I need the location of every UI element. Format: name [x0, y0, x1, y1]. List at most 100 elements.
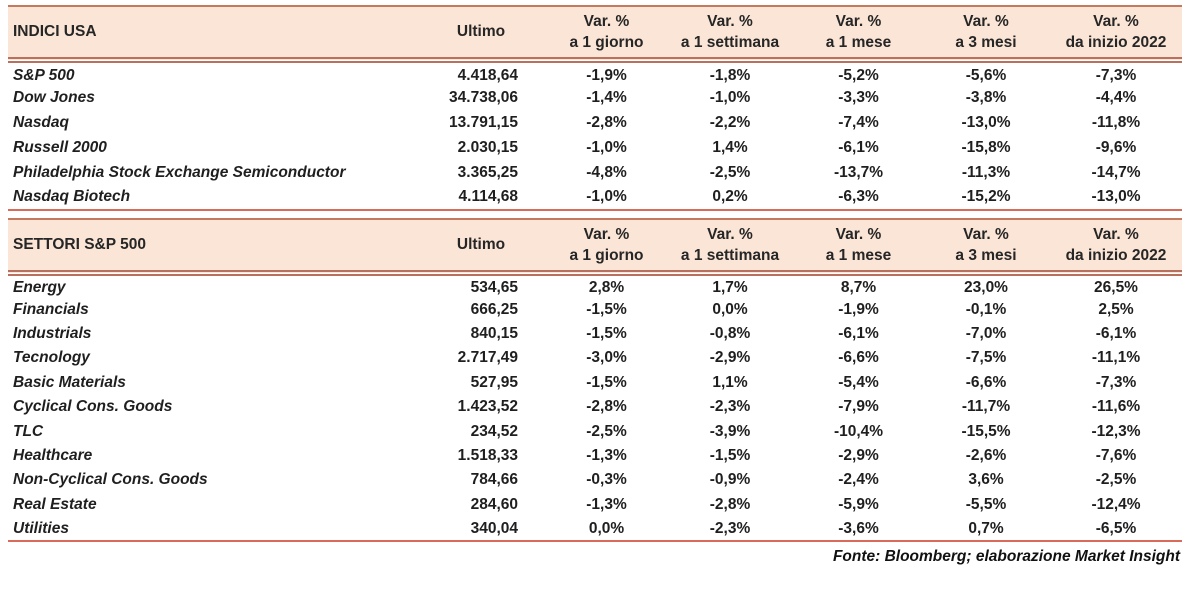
row-label: Non-Cyclical Cons. Goods — [13, 471, 208, 489]
ultimo-value: 2.030,15 — [457, 138, 518, 156]
ultimo-value: 340,04 — [414, 516, 548, 543]
var-header-line1: Var. % — [1093, 226, 1139, 243]
row-label: Tecnology — [13, 349, 90, 367]
var-percent-value: -5,4% — [838, 373, 879, 391]
var-percent-value: -1,0% — [548, 185, 665, 211]
ultimo-value: 527,95 — [470, 373, 518, 391]
var-percent-value: -11,7% — [961, 398, 1011, 416]
var-percent-value: -3,0% — [586, 349, 627, 367]
var-percent-value: 23,0% — [964, 279, 1008, 297]
var-header-line1: Var. % — [583, 226, 630, 243]
table-row: Healthcare 1.518,33 -1,3% -1,5% -2,9% -2,6% -7… — [8, 444, 1182, 468]
ultimo-value: 4.418,64 — [457, 66, 518, 84]
var-percent-value: -2,9% — [709, 349, 751, 367]
column-header-ultimo: Ultimo — [414, 218, 548, 276]
var-percent-value: -0,3% — [586, 471, 627, 489]
var-percent-value: -1,4% — [586, 88, 627, 106]
var-percent-value: -5,9% — [838, 495, 879, 513]
var-percent-value: -7,4% — [838, 113, 879, 131]
var-header-line2: a 1 giorno — [569, 34, 644, 51]
table-title-settori-sp500: SETTORI S&P 500 — [8, 218, 414, 276]
var-percent-value: -7,9% — [838, 398, 879, 416]
var-percent-value: -2,4% — [838, 471, 879, 489]
table-row: Basic Materials 527,95 -1,5% 1,1% -5,4% -6,6%… — [8, 371, 1182, 395]
var-percent-value: -1,0% — [709, 88, 751, 106]
ultimo-value: 284,60 — [470, 495, 518, 513]
table-row: Non-Cyclical Cons. Goods 784,66 -0,3% -0,9%… — [8, 468, 1182, 492]
var-header-line1: Var. % — [707, 226, 753, 243]
var-percent-value: -3,6% — [795, 516, 922, 543]
var-percent-value: -11,1% — [1091, 349, 1141, 367]
var-percent-value: -7,5% — [965, 349, 1007, 367]
row-label: S&P 500 — [13, 66, 75, 84]
var-percent-value: -1,3% — [586, 446, 627, 464]
ultimo-value: 13.791,15 — [449, 113, 518, 131]
table-row: Nasdaq 13.791,15 -2,8% -2,2% -7,4% -13,0% -11,… — [8, 110, 1182, 135]
var-percent-value: -7,6% — [1095, 446, 1137, 464]
ultimo-value: 4.114,68 — [414, 185, 548, 211]
var-header-line1: Var. % — [835, 226, 882, 243]
var-percent-value: -5,5% — [965, 495, 1007, 513]
var-header-line2: a 1 mese — [825, 34, 892, 51]
settori-sp500-table: SETTORI S&P 500 Ultimo Var. % a 1 giorno… — [8, 218, 1182, 543]
var-percent-value: -2,3% — [709, 398, 751, 416]
var-percent-value: -2,6% — [965, 446, 1007, 464]
row-label: Dow Jones — [13, 88, 95, 106]
var-percent-value: 1,7% — [712, 279, 748, 297]
table-row: TLC 234,52 -2,5% -3,9% -10,4% -15,5% -12,3% — [8, 419, 1182, 443]
var-percent-value: -9,6% — [1095, 138, 1137, 156]
indici-usa-header: INDICI USA Ultimo Var. % a 1 giorno Var.… — [8, 5, 1182, 63]
var-header-line2: a 1 settimana — [680, 247, 780, 264]
var-header-line2: a 3 mesi — [955, 34, 1017, 51]
var-header-line1: Var. % — [583, 13, 630, 30]
report-page: INDICI USA Ultimo Var. % a 1 giorno Var.… — [8, 5, 1182, 566]
row-label: Nasdaq Biotech — [8, 185, 414, 211]
var-percent-value: -4,4% — [1095, 88, 1137, 106]
var-percent-value: -2,5% — [709, 163, 751, 181]
table-row: Real Estate 284,60 -1,3% -2,8% -5,9% -5,5% -12… — [8, 493, 1182, 517]
var-percent-value: -2,9% — [838, 446, 879, 464]
var-header-line2: a 3 mesi — [955, 247, 1017, 264]
var-percent-value: -2,2% — [709, 113, 751, 131]
table-row: Financials 666,25 -1,5% 0,0% -1,9% -0,1% 2,5% — [8, 297, 1182, 321]
var-percent-value: 1,1% — [712, 373, 748, 391]
ultimo-value: 3.365,25 — [457, 163, 518, 181]
ultimo-value: 1.423,52 — [457, 398, 518, 416]
var-percent-value: 0,7% — [922, 516, 1050, 543]
row-label: Philadelphia Stock Exchange Semiconducto… — [13, 163, 346, 181]
table-row: Russell 2000 2.030,15 -1,0% 1,4% -6,1% -15,8%… — [8, 135, 1182, 160]
ultimo-value: 534,65 — [470, 279, 518, 297]
column-header-var-inizio-2022: Var. % da inizio 2022 — [1050, 5, 1182, 63]
ultimo-value: 2.717,49 — [457, 349, 518, 367]
row-label: TLC — [13, 422, 44, 440]
var-percent-value: -14,7% — [1091, 163, 1141, 181]
var-percent-value: -15,5% — [961, 422, 1011, 440]
var-percent-value: -13,0% — [961, 113, 1011, 131]
var-percent-value: -6,1% — [1095, 324, 1137, 342]
column-header-var-inizio-2022: Var. % da inizio 2022 — [1050, 218, 1182, 276]
var-percent-value: -5,2% — [838, 66, 879, 84]
var-header-line1: Var. % — [1093, 13, 1139, 30]
var-percent-value: -6,6% — [838, 349, 879, 367]
row-label: Utilities — [8, 516, 414, 543]
var-percent-value: -1,9% — [586, 66, 627, 84]
var-percent-value: -7,3% — [1095, 373, 1137, 391]
var-header-line1: Var. % — [835, 13, 882, 30]
var-percent-value: -13,7% — [833, 163, 884, 181]
var-header-line2: a 1 giorno — [569, 247, 644, 264]
var-percent-value: -11,3% — [961, 163, 1011, 181]
var-percent-value: -6,1% — [838, 138, 879, 156]
var-percent-value: 1,4% — [712, 138, 748, 156]
var-header-line2: a 1 settimana — [680, 34, 780, 51]
var-header-line2: da inizio 2022 — [1065, 247, 1167, 264]
var-percent-value: -6,3% — [795, 185, 922, 211]
var-percent-value: -4,8% — [586, 163, 627, 181]
source-note: Fonte: Bloomberg; elaborazione Market In… — [832, 548, 1180, 566]
var-percent-value: 0,2% — [665, 185, 795, 211]
ultimo-value: 234,52 — [470, 422, 518, 440]
row-label: Nasdaq — [13, 113, 69, 131]
ultimo-value: 840,15 — [470, 324, 518, 342]
var-percent-value: -1,5% — [586, 324, 627, 342]
var-percent-value: -2,8% — [586, 398, 627, 416]
var-percent-value: -0,1% — [965, 300, 1007, 318]
